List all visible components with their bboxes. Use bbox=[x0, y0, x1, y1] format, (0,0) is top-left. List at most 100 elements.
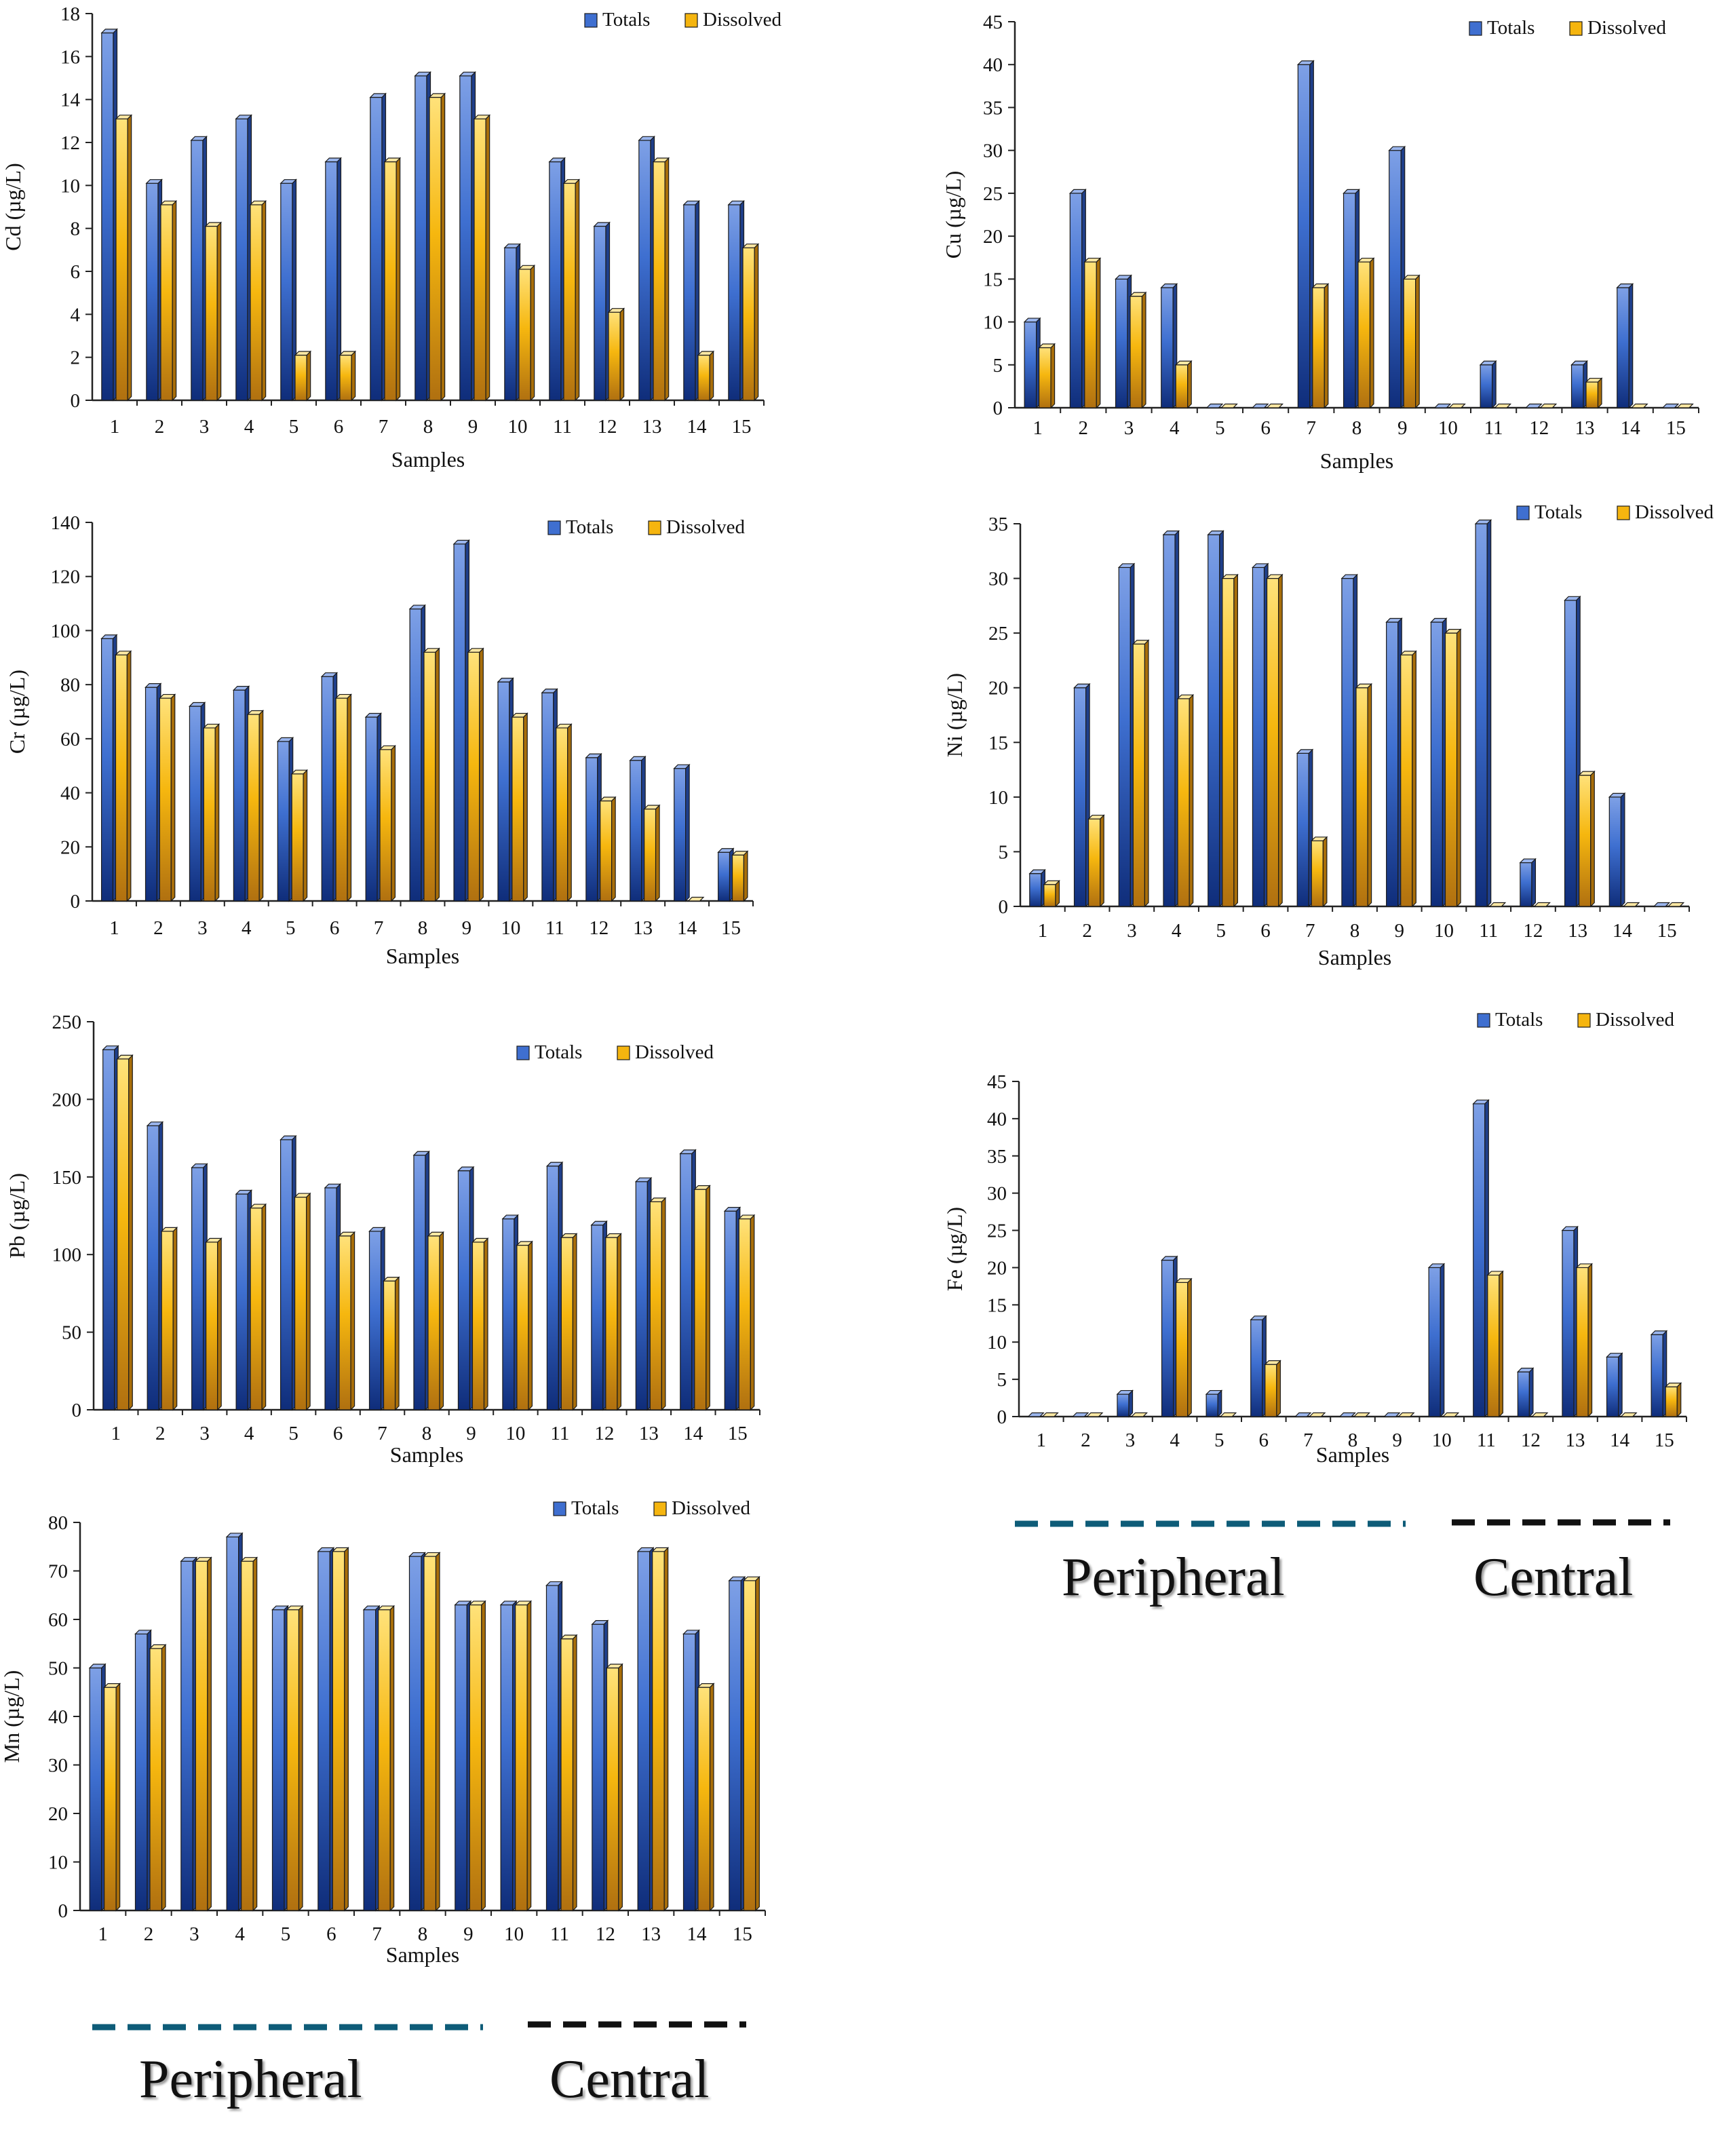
y-tick-label: 140 bbox=[51, 512, 81, 534]
x-tick-label: 3 bbox=[199, 416, 210, 438]
x-tick-label: 13 bbox=[1568, 920, 1587, 942]
x-tick-label: 7 bbox=[1305, 920, 1315, 942]
bar-dissolved bbox=[115, 114, 133, 402]
y-tick-label: 0 bbox=[71, 390, 81, 412]
bar-totals bbox=[1479, 360, 1497, 409]
y-tick-label: 0 bbox=[993, 398, 1003, 419]
bar-dissolved bbox=[1578, 770, 1596, 908]
legend-label-dissolved: Dissolved bbox=[1587, 17, 1667, 39]
bar-totals bbox=[1251, 403, 1269, 408]
x-tick-label: 3 bbox=[199, 1423, 210, 1444]
bar-dissolved bbox=[1129, 291, 1147, 409]
x-tick-label: 10 bbox=[1432, 1429, 1452, 1451]
x-tick-label: 2 bbox=[1079, 417, 1089, 439]
bar-dissolved bbox=[1041, 1412, 1059, 1417]
bar-dissolved bbox=[1310, 836, 1328, 908]
bar-totals bbox=[279, 178, 297, 402]
bar-totals bbox=[593, 221, 611, 402]
bar-dissolved bbox=[1130, 1412, 1149, 1417]
bar-totals bbox=[1205, 403, 1224, 408]
bar-dissolved bbox=[697, 1683, 715, 1912]
bar-totals bbox=[368, 1226, 386, 1411]
y-axis-label: Ni (µg/L) bbox=[942, 673, 967, 757]
x-tick-label: 1 bbox=[1033, 417, 1043, 439]
bar-dissolved bbox=[1266, 573, 1284, 908]
y-tick-label: 60 bbox=[48, 1609, 68, 1631]
y-tick-label: 15 bbox=[983, 269, 1003, 290]
bar-totals bbox=[408, 604, 426, 902]
y-tick-label: 30 bbox=[988, 569, 1008, 590]
legend-swatch-dissolved bbox=[617, 1045, 630, 1060]
y-tick-label: 10 bbox=[983, 312, 1003, 334]
x-tick-label: 4 bbox=[244, 416, 254, 438]
x-tick-label: 2 bbox=[155, 416, 165, 438]
bar-dissolved bbox=[518, 264, 536, 402]
bar-dissolved bbox=[1266, 403, 1284, 408]
y-tick-label: 18 bbox=[60, 3, 80, 25]
x-tick-label: 9 bbox=[463, 1923, 474, 1945]
bar-dissolved bbox=[1397, 1412, 1415, 1417]
y-tick-label: 60 bbox=[60, 729, 80, 750]
y-axis-label: Cu (µg/L) bbox=[941, 171, 965, 259]
bar-dissolved bbox=[158, 693, 176, 902]
bar-dissolved bbox=[1630, 403, 1648, 408]
bar-totals bbox=[1383, 1412, 1401, 1417]
bar-dissolved bbox=[1664, 1382, 1682, 1418]
x-tick-label: 1 bbox=[111, 1423, 121, 1444]
bar-dissolved bbox=[560, 1634, 578, 1912]
bar-totals bbox=[1028, 868, 1046, 908]
y-tick-label: 14 bbox=[60, 90, 81, 111]
bar-totals bbox=[1516, 1367, 1535, 1418]
y-tick-label: 45 bbox=[987, 1071, 1007, 1093]
y-tick-label: 20 bbox=[987, 1257, 1007, 1279]
x-tick-label: 13 bbox=[1566, 1429, 1585, 1451]
bar-totals bbox=[1068, 188, 1087, 409]
y-tick-label: 200 bbox=[52, 1089, 82, 1111]
bar-dissolved bbox=[511, 712, 528, 902]
bar-totals bbox=[1653, 902, 1671, 907]
bar-dissolved bbox=[516, 1240, 533, 1411]
y-tick-label: 0 bbox=[997, 1406, 1007, 1428]
bar-dissolved bbox=[194, 1556, 212, 1912]
bar-totals bbox=[679, 1149, 697, 1411]
bar-totals bbox=[320, 672, 339, 902]
bar-totals bbox=[634, 1176, 653, 1411]
bar-dissolved bbox=[246, 710, 265, 902]
bar-totals bbox=[324, 1183, 342, 1411]
bar-totals bbox=[364, 712, 383, 902]
legend: Totals Dissolved bbox=[547, 516, 746, 538]
x-tick-label: 13 bbox=[639, 1423, 659, 1444]
y-tick-label: 30 bbox=[987, 1183, 1007, 1205]
x-tick-label: 15 bbox=[1657, 920, 1677, 942]
legend-swatch-dissolved bbox=[1569, 21, 1583, 36]
bar-dissolved bbox=[731, 850, 749, 902]
bar-dissolved bbox=[1400, 650, 1417, 908]
y-tick-label: 40 bbox=[983, 54, 1003, 76]
x-tick-label: 1 bbox=[109, 917, 119, 939]
y-tick-label: 4 bbox=[71, 304, 81, 326]
x-axis-label: Samples bbox=[1320, 448, 1393, 473]
bar-dissolved bbox=[1221, 573, 1239, 908]
bar-dissolved bbox=[1176, 693, 1195, 908]
x-tick-label: 6 bbox=[1259, 1429, 1269, 1451]
bar-totals bbox=[591, 1619, 609, 1912]
x-tick-label: 5 bbox=[286, 917, 296, 939]
legend-swatch-totals bbox=[1477, 1013, 1490, 1028]
zone-label-central-bottom: Central bbox=[549, 2050, 710, 2109]
y-tick-label: 0 bbox=[999, 896, 1009, 918]
bar-totals bbox=[1427, 1263, 1446, 1418]
legend-swatch-dissolved bbox=[1617, 505, 1630, 520]
bar-dissolved bbox=[693, 1185, 711, 1411]
bar-totals bbox=[1474, 519, 1492, 908]
x-tick-label: 10 bbox=[1434, 920, 1454, 942]
x-tick-label: 12 bbox=[589, 917, 609, 939]
x-tick-label: 6 bbox=[334, 416, 344, 438]
bar-dissolved bbox=[1444, 628, 1462, 908]
y-tick-label: 5 bbox=[993, 355, 1003, 377]
bar-dissolved bbox=[377, 1604, 396, 1912]
bar-dissolved bbox=[1488, 902, 1507, 907]
